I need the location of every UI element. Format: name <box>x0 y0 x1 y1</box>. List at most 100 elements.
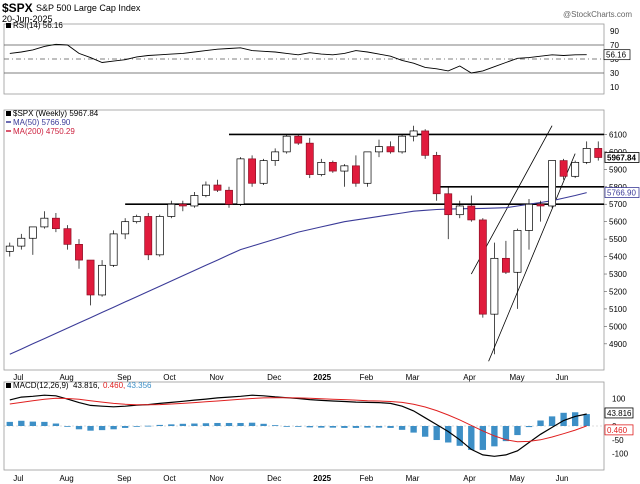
macd-histogram-bar <box>87 426 94 431</box>
macd-legend-part: 43.816, <box>73 381 100 390</box>
price-candle <box>571 161 580 177</box>
macd-line <box>9 394 587 457</box>
price-candle <box>455 205 464 216</box>
macd-histogram-bar <box>352 426 360 428</box>
macd-histogram-bar <box>375 426 383 428</box>
rsi-current-value: 56.16 <box>606 51 627 60</box>
price-x-label: Feb <box>359 373 373 382</box>
price-candle <box>190 195 199 207</box>
price-candle <box>259 160 268 184</box>
price-candle <box>178 203 187 207</box>
price-candle <box>409 130 418 137</box>
price-x-label: Sep <box>117 373 132 382</box>
macd-histogram-bar <box>52 423 60 426</box>
macd-x-label: Aug <box>59 474 73 483</box>
price-tick-label: 4900 <box>609 340 627 349</box>
price-tick-label: 5400 <box>609 253 627 262</box>
price-candle <box>594 148 603 158</box>
price-tick-label: 6100 <box>609 130 627 139</box>
macd-histogram-bar <box>560 412 567 426</box>
price-candle <box>271 151 280 161</box>
macd-histogram-bar <box>271 425 279 426</box>
price-x-label: May <box>509 373 524 382</box>
price-candle <box>201 184 210 196</box>
price-candle <box>328 161 337 172</box>
price-tick-label: 5600 <box>609 218 627 227</box>
macd-histogram-bar <box>525 426 533 428</box>
price-candle <box>213 184 222 191</box>
macd-histogram-bar <box>260 423 267 426</box>
macd-histogram-bar <box>514 426 521 436</box>
macd-histogram-bar <box>421 426 429 437</box>
price-candle <box>536 203 545 207</box>
macd-histogram-bar <box>398 426 406 430</box>
price-candle <box>40 217 49 228</box>
price-candle <box>386 146 395 153</box>
price-candle <box>86 259 95 296</box>
price-candle <box>294 135 303 144</box>
price-candle <box>282 135 291 153</box>
macd-histogram-bar <box>479 426 487 450</box>
chart-symbol: $SPX <box>2 1 33 15</box>
rsi-value-box <box>603 49 631 61</box>
price-tick-label: 5500 <box>609 235 627 244</box>
macd-legend-swatch <box>6 383 11 388</box>
macd-histogram-bar <box>283 426 290 427</box>
price-candle <box>513 230 522 273</box>
price-candle <box>132 216 141 223</box>
macd-x-label: Sep <box>117 474 132 483</box>
macd-histogram-bar <box>410 426 417 433</box>
macd-histogram-bar <box>75 426 83 430</box>
price-candle <box>559 160 568 177</box>
price-legend-item: MA(50) 5766.90 <box>13 118 71 127</box>
price-x-label: Mar <box>406 373 420 382</box>
price-x-label: Oct <box>163 373 176 382</box>
macd-x-label: Apr <box>463 474 476 483</box>
macd-signal-line <box>9 397 587 443</box>
rsi-tick-label: 10 <box>610 83 619 92</box>
rsi-tick-label: 90 <box>610 27 619 36</box>
price-candle <box>501 257 510 273</box>
macd-histogram-bar <box>29 421 37 426</box>
price-tick-label: 5300 <box>609 270 627 279</box>
price-candle <box>398 135 407 153</box>
price-tick-label: 5000 <box>609 322 627 331</box>
price-tick-label: 5200 <box>609 287 627 296</box>
macd-histogram-bar <box>6 421 13 426</box>
price-tick-label: 5900 <box>609 165 627 174</box>
price-candle <box>548 160 557 207</box>
price-candle <box>432 155 441 195</box>
price-candle <box>305 142 314 175</box>
macd-histogram-bar <box>214 422 221 426</box>
price-candle <box>28 226 37 239</box>
macd-histogram-bar <box>329 426 337 428</box>
macd-x-label: Mar <box>406 474 420 483</box>
macd-histogram-bar <box>433 426 440 441</box>
ma50-line <box>9 192 587 355</box>
rsi-legend-swatch <box>6 23 11 28</box>
macd-histogram-bar <box>121 426 129 428</box>
macd-histogram-bar <box>98 426 106 431</box>
macd-histogram-bar <box>364 426 371 428</box>
price-x-label: Jun <box>556 373 569 382</box>
price-value-label: 5766.90 <box>607 189 636 198</box>
macd-x-label: Nov <box>209 474 223 483</box>
macd-x-label: Feb <box>359 474 373 483</box>
macd-value-box <box>604 407 634 419</box>
price-candle <box>109 233 118 266</box>
price-tick-label: 5700 <box>609 200 627 209</box>
macd-histogram-bar <box>341 426 348 428</box>
price-x-label: 2025 <box>313 373 331 382</box>
price-x-label: Aug <box>59 373 73 382</box>
price-candle <box>363 151 372 184</box>
macd-x-label: Dec <box>267 474 281 483</box>
rsi-line <box>9 43 587 74</box>
macd-x-label: Jun <box>556 474 569 483</box>
price-candle <box>375 146 383 153</box>
macd-histogram-bar <box>18 420 25 426</box>
macd-histogram-bar <box>537 420 544 426</box>
price-candle <box>144 216 153 256</box>
price-candle <box>317 161 326 175</box>
price-x-label: Apr <box>463 373 476 382</box>
